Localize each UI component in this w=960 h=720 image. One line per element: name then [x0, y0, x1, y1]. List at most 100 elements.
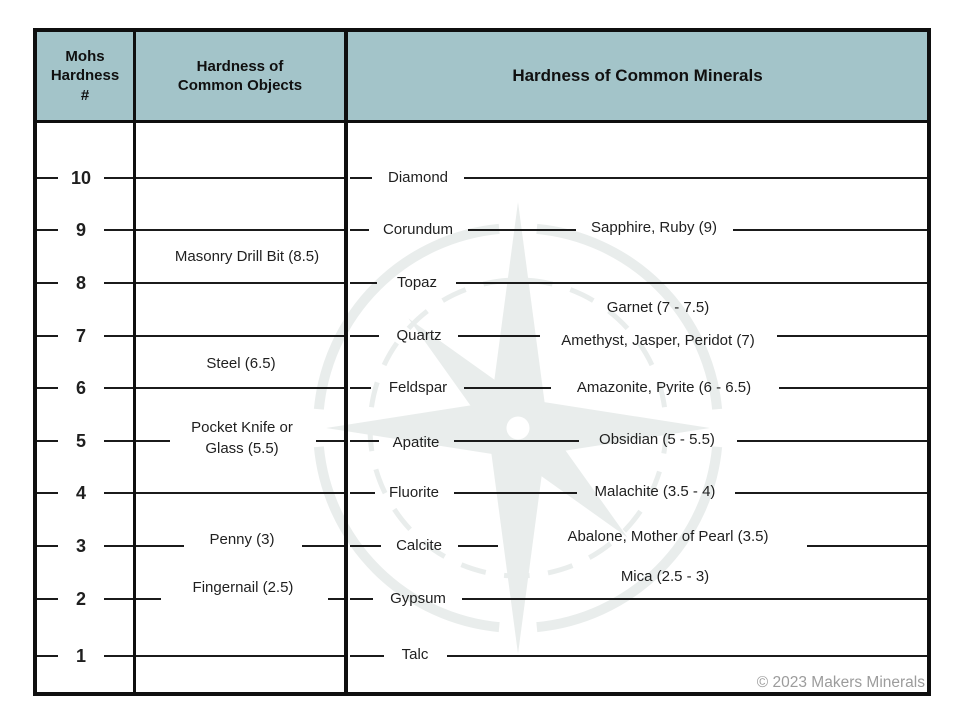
- object-masonry-drill-bit: Masonry Drill Bit (8.5): [174, 248, 320, 265]
- hardness-9: 9: [75, 220, 86, 240]
- gem-amazonite-pyrite: Amazonite, Pyrite (6 - 6.5): [576, 379, 752, 396]
- hardness-3: 3: [75, 536, 86, 556]
- scale-line: [136, 229, 344, 231]
- mineral-corundum: Corundum: [382, 221, 454, 238]
- scale-line: [350, 335, 379, 337]
- gem-obsidian: Obsidian (5 - 5.5): [599, 431, 715, 448]
- scale-line: [454, 440, 579, 442]
- scale-line: [136, 282, 344, 284]
- scale-line: [735, 492, 927, 494]
- scale-line: [350, 598, 373, 600]
- gem-amethyst-jasper-peridot: Amethyst, Jasper, Peridot (7): [561, 332, 755, 349]
- scale-line: [458, 545, 498, 547]
- gem-garnet: Garnet (7 - 7.5): [606, 299, 710, 316]
- scale-line: [104, 387, 133, 389]
- scale-line: [777, 335, 927, 337]
- col-header-mohs-number: Mohs Hardness #: [50, 47, 120, 104]
- scale-line: [104, 655, 133, 657]
- scale-line: [316, 440, 344, 442]
- scale-line: [37, 229, 58, 231]
- object-pocket-knife-glass: Pocket Knife or Glass (5.5): [191, 419, 293, 457]
- table-border: [33, 28, 931, 696]
- mineral-quartz: Quartz: [396, 327, 442, 344]
- scale-line: [350, 229, 369, 231]
- scale-line: [328, 598, 344, 600]
- scale-line: [37, 655, 58, 657]
- scale-line: [104, 440, 133, 442]
- col-header-common-minerals: Hardness of Common Minerals: [512, 65, 763, 85]
- gem-malachite: Malachite (3.5 - 4): [594, 483, 716, 500]
- scale-line: [458, 335, 540, 337]
- scale-line: [104, 282, 133, 284]
- object-steel: Steel (6.5): [206, 355, 276, 372]
- copyright-notice: © 2023 Makers Minerals: [756, 674, 925, 691]
- scale-line: [104, 492, 133, 494]
- mineral-talc: Talc: [401, 646, 429, 663]
- scale-line: [779, 387, 927, 389]
- mineral-topaz: Topaz: [396, 274, 438, 291]
- hardness-4: 4: [75, 483, 86, 503]
- gem-mica: Mica (2.5 - 3): [620, 568, 710, 585]
- scale-line: [37, 598, 58, 600]
- scale-line: [104, 598, 133, 600]
- scale-line: [37, 282, 58, 284]
- hardness-5: 5: [75, 431, 86, 451]
- scale-line: [737, 440, 927, 442]
- scale-line: [350, 492, 375, 494]
- mineral-diamond: Diamond: [387, 169, 449, 186]
- scale-line: [468, 229, 576, 231]
- scale-line: [37, 440, 58, 442]
- hardness-10: 10: [70, 168, 92, 188]
- header-background: [37, 32, 927, 120]
- scale-line: [454, 492, 577, 494]
- scale-line: [37, 545, 58, 547]
- column-divider-2: [344, 32, 348, 692]
- scale-line: [136, 387, 344, 389]
- scale-line: [104, 229, 133, 231]
- hardness-6: 6: [75, 378, 86, 398]
- scale-line: [350, 177, 372, 179]
- mineral-feldspar: Feldspar: [388, 379, 448, 396]
- scale-line: [350, 282, 377, 284]
- scale-line: [136, 177, 344, 179]
- scale-line: [302, 545, 344, 547]
- hardness-1: 1: [75, 646, 86, 666]
- scale-line: [350, 545, 381, 547]
- column-divider-1: [133, 32, 136, 692]
- col-header-common-objects: Hardness of Common Objects: [177, 57, 303, 95]
- mineral-apatite: Apatite: [392, 434, 440, 451]
- scale-line: [37, 177, 58, 179]
- hardness-2: 2: [75, 589, 86, 609]
- mineral-calcite: Calcite: [396, 537, 442, 554]
- scale-line: [350, 440, 379, 442]
- mineral-fluorite: Fluorite: [388, 484, 440, 501]
- scale-line: [104, 545, 133, 547]
- scale-line: [733, 229, 927, 231]
- mineral-gypsum: Gypsum: [390, 590, 446, 607]
- scale-line: [350, 387, 371, 389]
- object-fingernail: Fingernail (2.5): [192, 579, 294, 596]
- object-penny: Penny (3): [209, 531, 275, 548]
- scale-line: [464, 177, 927, 179]
- scale-line: [464, 387, 551, 389]
- scale-line: [807, 545, 927, 547]
- scale-line: [136, 335, 344, 337]
- scale-line: [462, 598, 927, 600]
- gem-abalone-mother-of-pearl: Abalone, Mother of Pearl (3.5): [567, 528, 769, 545]
- scale-line: [447, 655, 927, 657]
- hardness-7: 7: [75, 326, 86, 346]
- scale-line: [136, 440, 170, 442]
- hardness-8: 8: [75, 273, 86, 293]
- scale-line: [37, 387, 58, 389]
- scale-line: [456, 282, 927, 284]
- scale-line: [37, 492, 58, 494]
- scale-line: [136, 655, 344, 657]
- scale-line: [136, 545, 184, 547]
- scale-line: [104, 335, 133, 337]
- scale-line: [104, 177, 133, 179]
- scale-line: [136, 492, 344, 494]
- gem-sapphire-ruby: Sapphire, Ruby (9): [591, 219, 717, 236]
- scale-line: [37, 335, 58, 337]
- header-underline: [37, 120, 927, 123]
